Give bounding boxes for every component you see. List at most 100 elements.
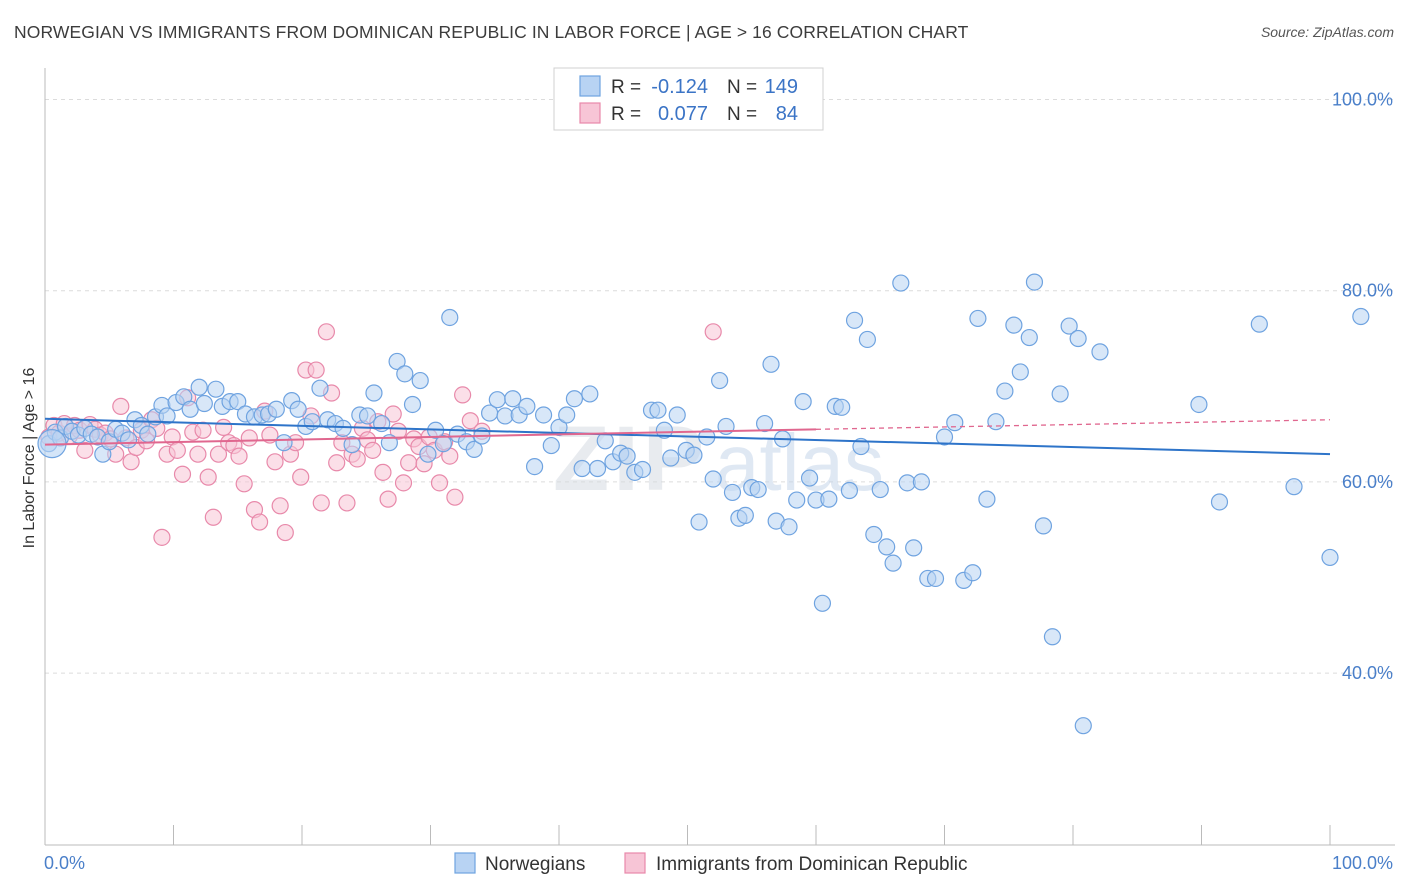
norwegians-point <box>558 406 576 424</box>
dominican-point <box>153 528 171 546</box>
dominican-point <box>209 445 228 463</box>
norwegians-point <box>749 480 767 499</box>
norwegians-point <box>833 398 851 416</box>
stats-r-label: R = <box>611 104 641 125</box>
bottom-legend: Norwegians Immigrants from Dominican Repu… <box>454 852 968 875</box>
norwegians-point <box>780 518 798 536</box>
legend-label: Norwegians <box>485 854 585 875</box>
stats-legend: R = -0.124 N = 149 R = 0.077 N = 84 <box>553 67 824 131</box>
stats-n-value: 149 <box>765 76 798 98</box>
norwegians-point <box>267 400 285 418</box>
norwegians-point <box>229 392 247 411</box>
norwegians-point <box>1020 328 1038 347</box>
dominican-point <box>235 475 253 493</box>
trend-lines <box>44 417 1331 456</box>
norwegians-point <box>565 390 584 408</box>
legend-label: Immigrants from Dominican Republic <box>656 854 968 875</box>
norwegians-point <box>878 538 896 556</box>
norwegians-point <box>892 274 910 292</box>
dominican-point <box>168 441 186 459</box>
norwegians-point <box>840 481 859 500</box>
norwegians-point <box>139 425 157 443</box>
norwegians-point <box>311 379 329 397</box>
dominican-point <box>348 450 366 468</box>
norwegians-point <box>465 440 483 458</box>
norwegians-point <box>343 436 361 454</box>
norwegians-point <box>723 483 742 502</box>
norwegians-point <box>813 594 832 612</box>
dominican-point <box>189 445 207 463</box>
norwegians-point <box>685 446 703 464</box>
norwegians-point <box>289 400 307 418</box>
norwegians-point <box>195 394 213 413</box>
norwegians-point <box>969 309 987 328</box>
dominican-point <box>400 454 418 472</box>
dominican-point <box>266 453 284 471</box>
norwegians-point <box>618 447 636 465</box>
dominican-trend-line-extended <box>815 419 1331 430</box>
norwegians-point <box>905 539 923 557</box>
norwegians-point <box>926 569 945 588</box>
norwegians-point <box>403 395 422 414</box>
norwegians-point <box>334 419 352 437</box>
norwegians-point <box>542 436 560 455</box>
norwegians-point <box>441 308 459 327</box>
norwegians-point <box>525 458 544 476</box>
norwegians-point <box>662 449 680 467</box>
stats-legend-swatch <box>579 75 601 97</box>
dominican-point <box>379 490 397 508</box>
norwegians-point <box>488 391 506 409</box>
norwegians-point <box>1321 548 1339 567</box>
legend-swatch <box>624 852 646 874</box>
norwegians-point <box>534 406 553 424</box>
stats-r-label: R = <box>611 77 641 98</box>
norwegians-point <box>865 525 883 544</box>
dominican-point <box>194 421 212 439</box>
norwegians-point <box>1011 363 1029 381</box>
norwegians-point <box>996 382 1014 400</box>
stats-n-value: 84 <box>776 103 798 125</box>
dominican-point <box>250 513 269 531</box>
norwegians-point <box>573 459 591 478</box>
dominican-point <box>384 405 402 423</box>
norwegians-point <box>1074 717 1092 735</box>
dominican-point <box>230 447 248 465</box>
dominican-trend-line <box>44 428 817 446</box>
norwegians-point <box>419 445 437 463</box>
dominican-point <box>389 422 407 440</box>
dominican-point <box>312 494 330 512</box>
dominican-point <box>317 323 336 341</box>
norwegians-point <box>581 385 599 403</box>
norwegians-point <box>633 460 652 479</box>
stats-r-value: 0.077 <box>658 103 708 125</box>
norwegians-point <box>1025 273 1044 291</box>
dominican-point <box>292 468 310 486</box>
norwegians-point <box>158 407 176 425</box>
norwegians-point <box>388 352 406 371</box>
norwegians-point <box>119 431 138 449</box>
norwegians-point <box>1190 395 1208 414</box>
dominican-point <box>204 508 222 526</box>
dominican-point <box>215 418 233 437</box>
norwegians-point <box>858 330 877 349</box>
dominican-point <box>454 386 472 404</box>
norwegians-point <box>655 421 673 439</box>
stats-legend-swatch <box>579 102 601 124</box>
dominican-point <box>430 474 449 492</box>
norwegians-point <box>736 506 754 524</box>
norwegians-point <box>649 401 667 419</box>
chart-source: Source: ZipAtlas.com <box>1260 24 1394 40</box>
norwegians-point <box>1069 329 1087 348</box>
norwegians-point <box>964 564 982 582</box>
norwegians-point <box>358 407 377 425</box>
stats-n-label: N = <box>727 104 757 125</box>
norwegians-point <box>207 380 225 398</box>
dominican-point <box>261 426 279 444</box>
norwegians-trend-line <box>44 417 1331 456</box>
norwegians-point <box>1285 478 1303 496</box>
dominican-point <box>173 465 192 483</box>
norwegians-point <box>434 435 452 453</box>
stats-n-label: N = <box>727 77 757 98</box>
dominican-point <box>199 468 217 486</box>
norwegians-point <box>1051 385 1069 403</box>
